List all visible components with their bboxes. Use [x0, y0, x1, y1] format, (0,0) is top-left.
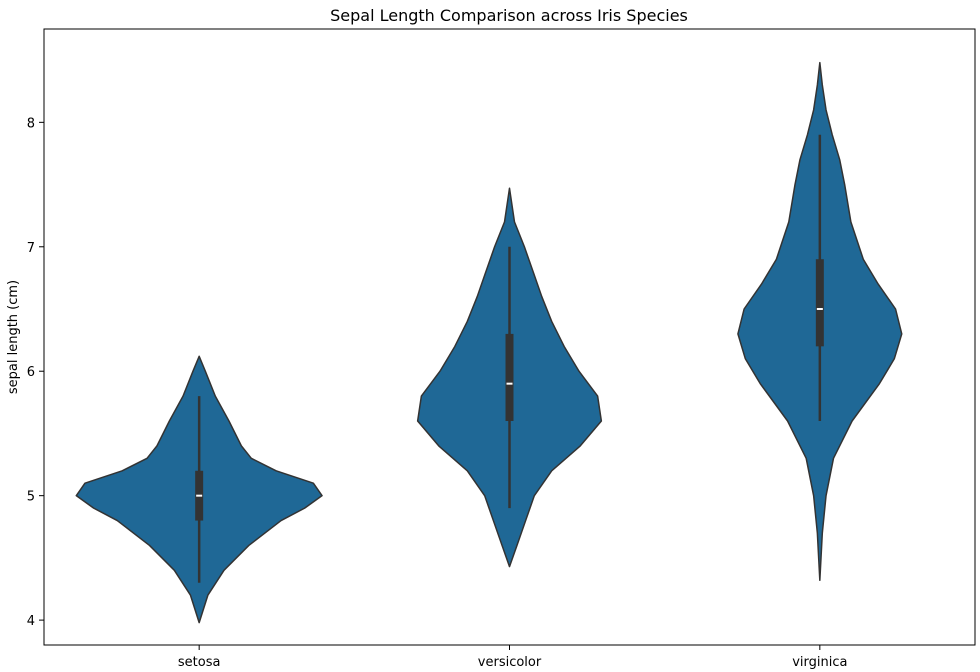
- y-axis-label: sepal length (cm): [6, 280, 21, 394]
- x-tick-label-virginica: virginica: [792, 655, 847, 670]
- violins-layer: [75, 61, 903, 624]
- chart-title: Sepal Length Comparison across Iris Spec…: [330, 6, 688, 25]
- plot-frame: [43, 28, 976, 646]
- x-tick-label-versicolor: versicolor: [478, 655, 542, 670]
- iqr-box-virginica: [815, 259, 824, 347]
- iqr-box-versicolor: [505, 333, 514, 421]
- x-axis: setosa versicolor virginica: [178, 645, 847, 670]
- y-tick-label-4: 4: [27, 614, 35, 629]
- y-tick-label-7: 7: [27, 241, 35, 256]
- x-tick-label-setosa: setosa: [178, 655, 221, 670]
- y-tick-label-6: 6: [27, 365, 35, 380]
- y-tick-label-5: 5: [27, 490, 35, 505]
- y-tick-label-8: 8: [27, 116, 35, 131]
- y-axis: 4 5 6 7 8: [27, 116, 44, 629]
